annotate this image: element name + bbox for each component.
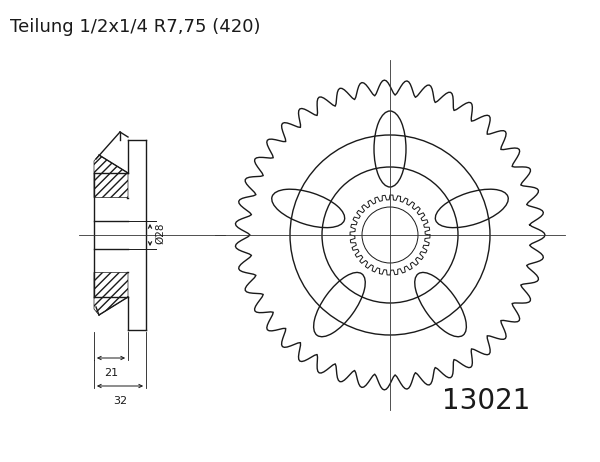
- Text: Teilung 1/2x1/4 R7,75 (420): Teilung 1/2x1/4 R7,75 (420): [10, 18, 260, 36]
- Text: Ø28: Ø28: [155, 222, 165, 244]
- Text: 32: 32: [113, 396, 127, 406]
- Text: 21: 21: [104, 368, 118, 378]
- Text: 13021: 13021: [442, 387, 530, 415]
